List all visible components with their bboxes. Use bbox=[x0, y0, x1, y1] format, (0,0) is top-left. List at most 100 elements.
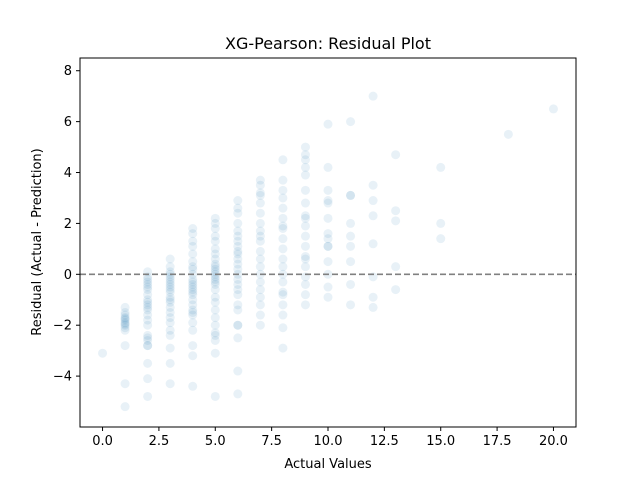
data-point bbox=[278, 290, 288, 300]
data-point bbox=[165, 325, 175, 335]
data-point bbox=[233, 259, 243, 269]
x-tick-label: 17.5 bbox=[483, 434, 512, 449]
data-point bbox=[188, 351, 198, 361]
data-point bbox=[300, 241, 310, 251]
data-point bbox=[278, 287, 288, 297]
data-point bbox=[165, 343, 175, 353]
data-point bbox=[165, 307, 175, 317]
data-point bbox=[323, 162, 333, 172]
data-point bbox=[278, 277, 288, 287]
data-point bbox=[143, 305, 153, 315]
data-point bbox=[165, 277, 175, 287]
data-point bbox=[255, 231, 265, 241]
data-point bbox=[278, 244, 288, 254]
data-point bbox=[188, 249, 198, 259]
y-tick-label: 2 bbox=[64, 217, 72, 232]
data-point bbox=[120, 379, 130, 389]
data-point bbox=[233, 320, 243, 330]
data-point bbox=[188, 318, 198, 328]
data-point bbox=[143, 285, 153, 295]
data-point bbox=[323, 213, 333, 223]
data-point bbox=[255, 300, 265, 310]
data-point bbox=[165, 279, 175, 289]
data-point bbox=[300, 279, 310, 289]
data-point bbox=[255, 218, 265, 228]
data-point bbox=[300, 221, 310, 231]
data-point bbox=[233, 226, 243, 236]
points-layer bbox=[98, 91, 558, 412]
data-point bbox=[233, 300, 243, 310]
data-point bbox=[143, 335, 153, 345]
data-point bbox=[255, 198, 265, 208]
y-tick-label: 6 bbox=[64, 115, 72, 130]
data-point bbox=[188, 307, 198, 317]
data-point bbox=[255, 190, 265, 200]
data-point bbox=[300, 155, 310, 165]
x-tick-label: 20.0 bbox=[539, 434, 568, 449]
data-point bbox=[323, 196, 333, 206]
x-axis-title: Actual Values bbox=[284, 457, 372, 472]
data-point bbox=[278, 203, 288, 213]
data-point bbox=[210, 218, 220, 228]
data-point bbox=[255, 320, 265, 330]
data-point bbox=[233, 320, 243, 330]
data-point bbox=[165, 318, 175, 328]
data-point bbox=[255, 226, 265, 236]
data-point bbox=[346, 257, 356, 267]
data-point bbox=[278, 323, 288, 333]
data-point bbox=[210, 231, 220, 241]
data-point bbox=[255, 254, 265, 264]
data-point bbox=[165, 295, 175, 305]
data-point bbox=[210, 335, 220, 345]
data-point bbox=[210, 313, 220, 323]
data-point bbox=[120, 402, 130, 412]
data-point bbox=[323, 185, 333, 195]
data-point bbox=[278, 310, 288, 320]
data-point bbox=[165, 379, 175, 389]
data-point bbox=[188, 241, 198, 251]
data-point bbox=[233, 196, 243, 206]
data-point bbox=[143, 300, 153, 310]
data-point bbox=[346, 231, 356, 241]
data-point bbox=[255, 180, 265, 190]
data-point bbox=[278, 224, 288, 234]
data-point bbox=[143, 315, 153, 325]
x-tick-label: 2.5 bbox=[149, 434, 170, 449]
data-point bbox=[210, 320, 220, 330]
data-point bbox=[143, 391, 153, 401]
data-point bbox=[233, 290, 243, 300]
data-point bbox=[120, 315, 130, 325]
data-point bbox=[143, 297, 153, 307]
data-point bbox=[346, 241, 356, 251]
data-point bbox=[98, 348, 108, 358]
data-point bbox=[188, 310, 198, 320]
data-point bbox=[233, 218, 243, 228]
data-point bbox=[436, 234, 446, 244]
data-point bbox=[143, 358, 153, 368]
data-point bbox=[188, 325, 198, 335]
data-point bbox=[143, 295, 153, 305]
data-point bbox=[143, 333, 153, 343]
data-point bbox=[120, 325, 130, 335]
y-axis: −4 −2 0 2 4 6 8 bbox=[53, 64, 80, 385]
data-point bbox=[210, 330, 220, 340]
data-point bbox=[300, 300, 310, 310]
data-point bbox=[255, 175, 265, 185]
y-tick-label: −2 bbox=[53, 319, 72, 334]
data-point bbox=[120, 323, 130, 333]
data-point bbox=[300, 142, 310, 152]
data-point bbox=[346, 117, 356, 127]
data-point bbox=[188, 264, 198, 274]
y-tick-label: −4 bbox=[53, 370, 72, 385]
data-point bbox=[188, 287, 198, 297]
data-point bbox=[143, 310, 153, 320]
data-point bbox=[188, 381, 198, 391]
data-point bbox=[278, 343, 288, 353]
data-point bbox=[210, 249, 220, 259]
data-point bbox=[210, 328, 220, 338]
data-point bbox=[323, 198, 333, 208]
data-point bbox=[120, 341, 130, 351]
y-axis-title: Residual (Actual - Prediction) bbox=[30, 148, 45, 335]
x-tick-label: 12.5 bbox=[370, 434, 399, 449]
data-point bbox=[143, 341, 153, 351]
